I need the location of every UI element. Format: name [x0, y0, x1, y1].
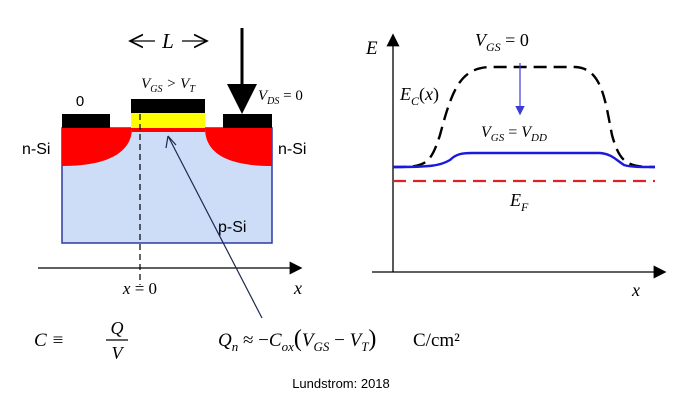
- source-contact: [62, 114, 110, 128]
- p-si-label: p-Si: [218, 219, 246, 236]
- fermi-label: EF: [509, 190, 529, 214]
- device-x-axis-label: x: [293, 278, 302, 298]
- vgs-vdd-label: VGS = VDD: [481, 124, 547, 144]
- footer-credit: Lundstrom: 2018: [292, 376, 390, 391]
- n-source-region: [62, 128, 132, 166]
- x-zero-label: x = 0: [122, 279, 157, 298]
- voltage-symbol: V: [112, 343, 125, 363]
- vgs-zero-label: VGS = 0: [475, 30, 529, 54]
- length-label: L: [161, 29, 174, 53]
- inversion-charge-expression: Qn ≈ −Cox(VGS − VT): [218, 326, 376, 354]
- charge-units: C/cm²: [413, 330, 460, 351]
- ec-label: EC(x): [399, 84, 439, 108]
- energy-axis-label: E: [365, 38, 378, 59]
- mosfet-diagram: L VGS > VT 0 VDS = 0 n-Si n-Si p-Si: [22, 28, 306, 319]
- band-diagram: E x VGS = 0 EC(x) VGS = VDD EF: [365, 30, 667, 300]
- capacitance-symbol: C ≡: [34, 330, 64, 351]
- drain-contact: [223, 114, 272, 128]
- gate-oxide: [131, 113, 205, 128]
- drain-voltage-label: VDS = 0: [258, 88, 303, 107]
- charge-symbol: Q: [111, 318, 124, 338]
- n-drain-region: [205, 128, 272, 166]
- charge-pointer-head: [165, 135, 177, 149]
- conduction-band-vdd: [392, 151, 656, 169]
- charge-pointer: [167, 135, 263, 319]
- band-x-axis-label: x: [631, 280, 640, 300]
- n-si-right-label: n-Si: [278, 141, 306, 158]
- n-si-left-label: n-Si: [22, 141, 50, 158]
- source-voltage-label: 0: [76, 93, 84, 110]
- inversion-charge-equation: Qn ≈ −Cox(VGS − VT) C/cm²: [218, 326, 460, 354]
- conduction-band-vgs0: [392, 65, 656, 169]
- capacitance-equation: C ≡ Q V: [34, 318, 128, 363]
- gate-voltage-label: VGS > VT: [141, 76, 196, 95]
- inversion-channel: [132, 128, 205, 132]
- gate-metal: [131, 99, 205, 113]
